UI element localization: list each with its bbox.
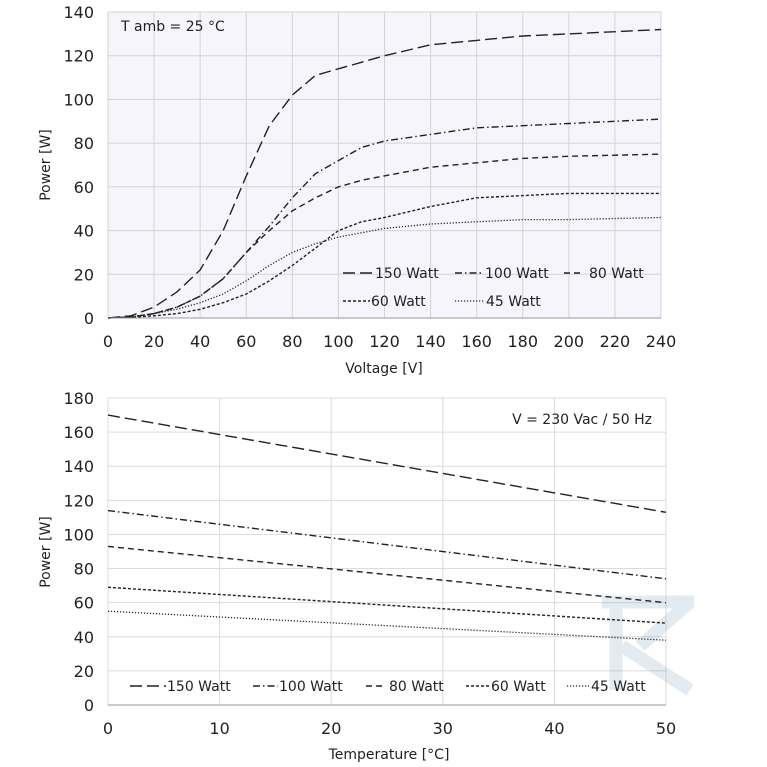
series-line-150-watt (107, 414, 667, 513)
x-tick-label: 200 (554, 332, 585, 351)
x-tick-label: 10 (209, 719, 229, 738)
series-line-80-watt (107, 545, 667, 604)
y-tick-label: 40 (74, 628, 94, 647)
y-tick-label: 120 (63, 491, 94, 510)
gridlines (107, 397, 667, 705)
x-tick-label: 40 (190, 332, 210, 351)
x-tick-label: 100 (323, 332, 354, 351)
y-tick-label: 80 (74, 560, 94, 579)
y-tick-label: 180 (63, 389, 94, 408)
series-lines (107, 28, 662, 319)
legend-item-45-watt: 45 Watt (567, 679, 646, 695)
legend-item-80-watt: 80 Watt (564, 266, 644, 282)
condition-annotation: T amb = 25 °C (120, 19, 225, 35)
y-tick-label: 80 (74, 134, 94, 153)
x-tick-label: 80 (282, 332, 302, 351)
x-tick-label: 140 (415, 332, 446, 351)
x-axis-title: Voltage [V] (345, 361, 422, 377)
legend: 150 Watt 100 Watt 80 Watt 60 Watt 45 Wat… (343, 266, 644, 310)
series-line-100-watt (107, 118, 662, 319)
y-tick-label: 0 (84, 309, 94, 328)
legend-label: 150 Watt (375, 266, 439, 282)
legend-item-150-watt: 150 Watt (343, 266, 439, 282)
y-tick-label: 20 (74, 265, 94, 284)
legend-label: 80 Watt (589, 266, 644, 282)
x-tick-label: 30 (433, 719, 453, 738)
x-tick-label: 160 (461, 332, 492, 351)
y-tick-label: 20 (74, 662, 94, 681)
legend-item-60-watt: 60 Watt (466, 679, 546, 695)
legend-label: 60 Watt (491, 679, 546, 695)
y-tick-label: 140 (63, 3, 94, 22)
voltage-power-chart: 0 20 40 60 80 100 120 140 160 180 200 220 240 0 20 40 6… (38, 3, 676, 377)
legend-item-150-watt: 150 Watt (130, 679, 231, 695)
y-axis-title: Power [W] (38, 516, 54, 588)
y-tick-label: 40 (74, 222, 94, 241)
series-line-60-watt (107, 192, 661, 319)
legend-label: 60 Watt (371, 294, 426, 310)
legend: 150 Watt 100 Watt 80 Watt 60 Watt 45 Wat… (130, 679, 646, 695)
y-tick-labels: 0 20 40 60 80 100 120 140 (63, 3, 94, 328)
y-tick-label: 60 (74, 594, 94, 613)
y-tick-label: 160 (63, 423, 94, 442)
x-tick-label: 0 (103, 332, 113, 351)
legend-label: 45 Watt (486, 294, 541, 310)
series-line-100-watt (107, 509, 667, 580)
series-line-60-watt (107, 586, 667, 624)
x-tick-label: 240 (646, 332, 677, 351)
x-tick-label: 120 (369, 332, 400, 351)
condition-annotation: V = 230 Vac / 50 Hz (512, 412, 652, 428)
x-tick-labels: 0 20 40 60 80 100 120 140 160 180 200 220 240 (103, 332, 676, 351)
y-tick-label: 120 (63, 47, 94, 66)
x-tick-labels: 0 10 20 30 40 50 (103, 719, 676, 738)
temperature-power-chart: 0 10 20 30 40 50 0 20 40 60 80 100 120 140 160 180 Tem… (38, 389, 695, 763)
y-tick-label: 0 (84, 696, 94, 715)
series-line-45-watt (107, 610, 667, 641)
x-tick-label: 180 (507, 332, 538, 351)
legend-label: 80 Watt (389, 679, 444, 695)
x-tick-label: 60 (236, 332, 256, 351)
y-tick-labels: 0 20 40 60 80 100 120 140 160 180 (63, 389, 94, 715)
gridlines (107, 11, 662, 318)
plot-background (108, 398, 666, 705)
x-tick-label: 220 (600, 332, 631, 351)
y-tick-label: 100 (63, 525, 94, 544)
x-tick-label: 20 (321, 719, 341, 738)
y-tick-label: 140 (63, 457, 94, 476)
y-axis-title: Power [W] (38, 129, 54, 201)
legend-label: 150 Watt (167, 679, 231, 695)
x-tick-label: 0 (103, 719, 113, 738)
legend-item-60-watt: 60 Watt (343, 294, 426, 310)
x-tick-label: 40 (544, 719, 564, 738)
series-line-80-watt (107, 153, 662, 319)
legend-item-80-watt: 80 Watt (366, 679, 444, 695)
legend-label: 45 Watt (591, 679, 646, 695)
y-tick-label: 100 (63, 90, 94, 109)
legend-item-45-watt: 45 Watt (455, 294, 541, 310)
series-lines (107, 414, 667, 641)
legend-label: 100 Watt (279, 679, 343, 695)
series-line-150-watt (107, 28, 662, 319)
legend-label: 100 Watt (485, 266, 549, 282)
x-axis-title: Temperature [°C] (328, 747, 450, 763)
x-tick-label: 20 (144, 332, 164, 351)
legend-item-100-watt: 100 Watt (253, 679, 343, 695)
legend-item-100-watt: 100 Watt (455, 266, 549, 282)
y-tick-label: 60 (74, 178, 94, 197)
x-tick-label: 50 (656, 719, 676, 738)
